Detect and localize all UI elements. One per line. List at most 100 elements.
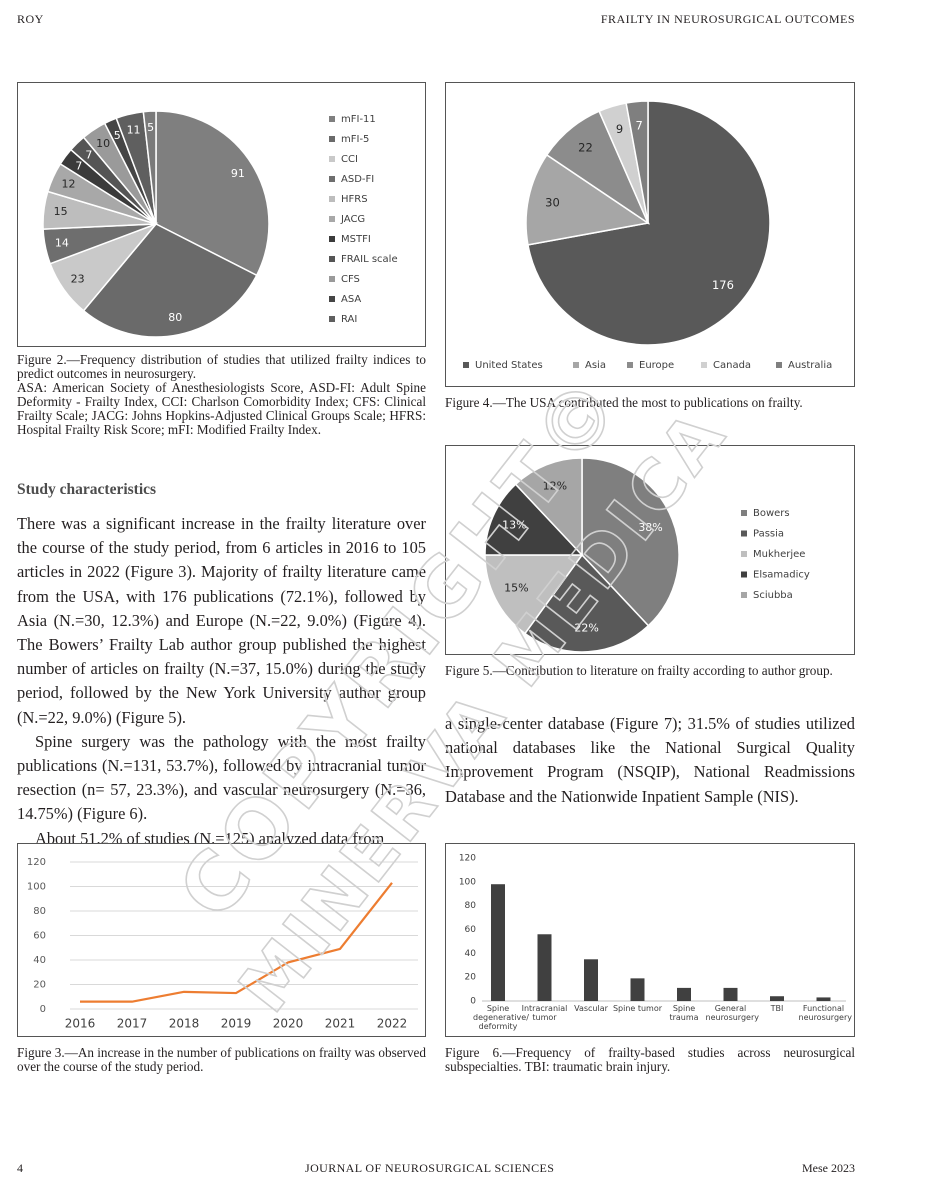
figure-3-caption: Figure 3.—An increase in the number of p… bbox=[17, 1045, 426, 1074]
figure-4-caption: Figure 4.—The USA contributed the most t… bbox=[445, 395, 803, 410]
legend-label: Australia bbox=[788, 360, 832, 371]
figure-3: 0 20 40 60 80 100 120 2016 2017 2018 2019 2020 2021 2… bbox=[17, 843, 426, 1037]
slice-label: 9 bbox=[616, 122, 623, 136]
slice-label: 5 bbox=[114, 129, 121, 142]
x-tick-label: Intracranial tumor bbox=[521, 1004, 568, 1022]
legend-marker bbox=[463, 362, 469, 368]
legend-label: Bowers bbox=[753, 508, 790, 519]
y-tick-label: 60 bbox=[465, 925, 477, 935]
page-number: 4 bbox=[17, 1161, 23, 1175]
legend-marker bbox=[329, 236, 335, 242]
running-head-right: FRAILTY IN NEUROSURGICAL OUTCOMES bbox=[600, 12, 855, 26]
y-tick-label: 80 bbox=[465, 901, 477, 911]
slice-label: 12% bbox=[543, 479, 567, 492]
slice-label: 12 bbox=[62, 177, 76, 190]
left-column-text: There was a significant increase in the … bbox=[17, 512, 426, 851]
legend-label: Sciubba bbox=[753, 590, 793, 601]
legend-label: mFI-11 bbox=[341, 114, 376, 125]
figure-5: 38% 22% 15% 13% 12% Bowers Passia Mukherjee Elsa… bbox=[445, 445, 855, 655]
y-tick-label: 100 bbox=[27, 882, 46, 893]
paragraph: a single-center database (Figure 7); 31.… bbox=[445, 714, 855, 806]
paragraph: About 51.2% of studies (N.=125) analyzed… bbox=[35, 828, 385, 848]
right-column-text: a single-center database (Figure 7); 31.… bbox=[445, 712, 855, 809]
x-tick-label: 2020 bbox=[273, 1017, 304, 1031]
slice-label: 10 bbox=[96, 137, 110, 150]
legend-marker bbox=[329, 136, 335, 142]
y-tick-label: 80 bbox=[33, 906, 46, 917]
y-tick-label: 100 bbox=[459, 877, 476, 887]
y-tick-label: 40 bbox=[465, 949, 477, 959]
y-tick-label: 40 bbox=[33, 955, 46, 966]
x-tick-label: TBI bbox=[770, 1004, 784, 1013]
pie-slice bbox=[525, 153, 650, 246]
bar bbox=[816, 997, 831, 1001]
slice-label: 80 bbox=[168, 311, 182, 324]
figure-6-caption: Figure 6.—Frequency of frailty-based stu… bbox=[445, 1045, 855, 1074]
legend-label: Elsamadicy bbox=[753, 570, 810, 581]
legend-label: United States bbox=[475, 360, 543, 371]
legend-label: Canada bbox=[713, 360, 751, 371]
x-tick-label: Spine tumor bbox=[612, 1004, 663, 1013]
pie-slice bbox=[581, 457, 680, 627]
legend-marker bbox=[741, 592, 747, 598]
pie-slice bbox=[155, 110, 270, 277]
legend-label: Europe bbox=[639, 360, 674, 371]
legend-label: MSTFI bbox=[341, 234, 371, 245]
y-tick-label: 60 bbox=[33, 931, 46, 942]
chart: 91 80 23 14 15 12 77 10 5 11 5 mFI-11 mFI-5 CCI ASD-FI… bbox=[42, 110, 398, 338]
x-tick-label: 2016 bbox=[65, 1017, 96, 1031]
legend-label: RAI bbox=[341, 314, 357, 325]
legend-marker bbox=[329, 216, 335, 222]
pie-slice bbox=[523, 553, 650, 653]
pie-slice bbox=[484, 554, 584, 635]
bar bbox=[630, 978, 645, 1001]
x-tick-label: Spine degenerative/ deformity bbox=[473, 1004, 529, 1031]
x-tick-label: 2022 bbox=[377, 1017, 408, 1031]
slice-label: 30 bbox=[545, 196, 560, 210]
x-tick-label: General neurosurgery bbox=[705, 1004, 759, 1022]
figure-6: 0 20 40 60 80 100 120 Spine degenerative/ defor… bbox=[445, 843, 855, 1037]
running-head-left: ROY bbox=[17, 12, 44, 26]
legend-marker bbox=[741, 571, 747, 578]
legend-marker bbox=[329, 116, 335, 122]
y-tick-label: 20 bbox=[33, 980, 46, 991]
legend-label: CCI bbox=[341, 154, 358, 165]
legend-marker bbox=[776, 362, 782, 368]
legend-marker bbox=[741, 510, 747, 516]
bar bbox=[491, 884, 505, 1001]
bar bbox=[723, 987, 738, 1001]
legend-label: FRAIL scale bbox=[341, 254, 398, 265]
legend-marker bbox=[701, 362, 707, 368]
paragraph: There was a significant increase in the … bbox=[17, 514, 426, 727]
y-tick-label: 120 bbox=[459, 854, 476, 864]
legend-marker bbox=[329, 196, 335, 202]
chart: 176 30 22 9 7 United States Asia Europe Canada Au… bbox=[463, 100, 832, 371]
slice-label: 7 bbox=[636, 118, 643, 132]
x-tick-label: Vascular bbox=[574, 1004, 608, 1013]
legend-marker bbox=[329, 276, 335, 282]
bar bbox=[537, 934, 552, 1001]
data-line bbox=[80, 882, 393, 1003]
chart: 0 20 40 60 80 100 120 2016 2017 2018 2019 2020 2021 2… bbox=[27, 857, 418, 1031]
slice-label: 14 bbox=[55, 236, 69, 249]
x-tick-label: 2018 bbox=[169, 1017, 200, 1031]
journal-name: JOURNAL OF NEUROSURGICAL SCIENCES bbox=[305, 1161, 555, 1175]
legend-marker bbox=[329, 256, 335, 262]
bar bbox=[770, 996, 784, 1001]
legend-label: CFS bbox=[341, 274, 360, 285]
legend-label: Passia bbox=[753, 529, 784, 540]
slice-label: 15% bbox=[504, 581, 528, 594]
slice-label: 22 bbox=[578, 141, 593, 155]
legend-label: JACG bbox=[340, 214, 365, 225]
slice-label: 38% bbox=[638, 521, 662, 534]
slice-label: 15 bbox=[54, 205, 68, 218]
legend-label: ASA bbox=[341, 294, 361, 305]
caption: Figure 2.—Frequency distribution of stud… bbox=[17, 352, 426, 381]
issue-date: Mese 2023 bbox=[802, 1161, 855, 1175]
legend-marker bbox=[573, 362, 579, 368]
y-tick-label: 120 bbox=[27, 857, 46, 868]
bar bbox=[677, 987, 691, 1001]
slice-label: 5 bbox=[147, 121, 154, 134]
legend-label: ASD-FI bbox=[341, 174, 374, 185]
